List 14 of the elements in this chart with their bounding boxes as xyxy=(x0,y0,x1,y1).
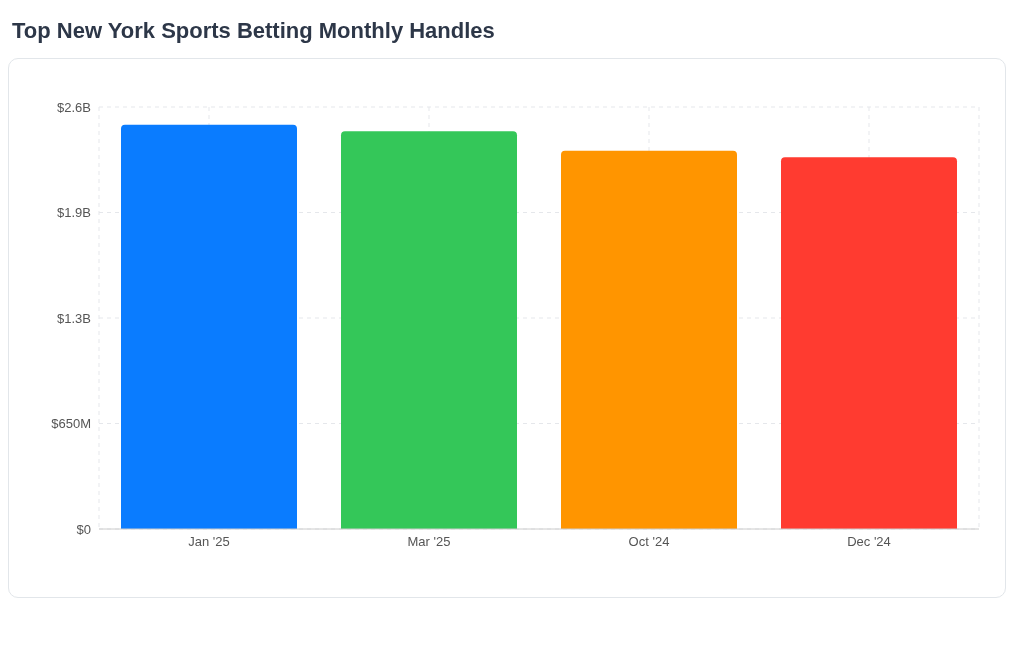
x-tick-label: Dec '24 xyxy=(847,534,891,550)
x-tick-label: Jan '25 xyxy=(188,534,230,550)
bar xyxy=(341,131,517,529)
y-tick-label: $650M xyxy=(51,416,91,432)
chart-title: Top New York Sports Betting Monthly Handles xyxy=(11,17,496,45)
y-tick-label: $1.9B xyxy=(57,205,91,221)
y-tick-label: $2.6B xyxy=(57,99,91,115)
y-tick-label: $0 xyxy=(76,521,91,537)
y-tick-label: $1.3B xyxy=(57,310,91,326)
bar xyxy=(781,157,957,529)
x-tick-label: Mar '25 xyxy=(407,534,451,550)
bar xyxy=(561,150,737,529)
bar xyxy=(121,124,297,529)
x-tick-label: Oct '24 xyxy=(628,534,670,550)
